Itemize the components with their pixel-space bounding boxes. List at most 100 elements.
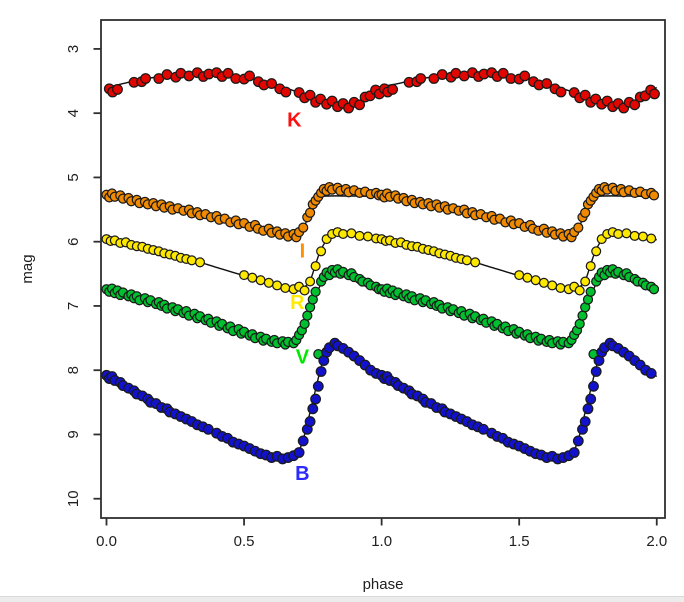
y-axis-tick-label: 7 [65, 302, 82, 310]
series-K-point [649, 88, 660, 100]
series-V-point [310, 286, 321, 297]
series-V-point [299, 318, 310, 330]
band-label-R: R [290, 292, 305, 314]
series-R-point [522, 272, 533, 283]
y-axis-tick-label: 10 [65, 490, 82, 507]
series-K-point [304, 89, 316, 101]
series-K-point [497, 67, 509, 79]
series-R-point [555, 282, 566, 294]
y-axis-tick-label: 4 [65, 109, 82, 117]
series-I-point [648, 190, 660, 201]
series-V-point [577, 310, 588, 321]
band-label-B: B [295, 463, 309, 485]
series-K-point [579, 89, 591, 101]
series-V-point [302, 310, 313, 321]
series-R-point [255, 275, 266, 286]
series-K-point [222, 67, 234, 79]
bottom-window-edge [0, 596, 684, 602]
series-K-point [266, 78, 278, 90]
series-R-point [530, 275, 541, 286]
series-R-point [538, 277, 549, 288]
series-K-point [519, 70, 531, 82]
series-B-point [315, 366, 327, 377]
series-V: V [101, 264, 660, 369]
series-R-point [272, 280, 283, 291]
series-R-point [346, 228, 357, 239]
axes-layer: 0.0 0.5 1.0 1.5 2.0 3 4 5 6 7 8 9 10 [65, 19, 667, 550]
y-axis-tick-label: 8 [65, 366, 82, 374]
x-axis-tick-label: 1.5 [509, 533, 530, 550]
series-R-point [574, 285, 585, 296]
series-K-point [244, 70, 256, 82]
series-R-point [629, 230, 640, 241]
x-axis-title: phase [363, 576, 404, 593]
series-R-point [338, 228, 349, 240]
series-R-point [310, 261, 321, 272]
x-axis-tick-label: 2.0 [646, 533, 667, 550]
series-K-point [280, 86, 292, 98]
x-axis-tick-label: 1.0 [371, 533, 392, 550]
series-R-point [362, 231, 373, 242]
series-B-point [588, 380, 599, 392]
y-axis-tick-label: 9 [65, 430, 82, 438]
series-R-point [280, 282, 291, 294]
series-R-point [186, 255, 197, 266]
x-axis-tick-label: 0.5 [234, 533, 255, 550]
series-B-point [590, 366, 602, 377]
series-R-point [591, 246, 602, 257]
series-B-point [307, 403, 319, 415]
band-label-V: V [296, 347, 310, 369]
series-layer: K I R V B [101, 67, 660, 485]
series-B-point [293, 447, 305, 458]
y-axis-title: mag [19, 254, 36, 283]
series-B: B [101, 337, 658, 485]
series-R-point [646, 233, 657, 244]
series-K-point [140, 73, 152, 84]
series-V-point [585, 286, 596, 297]
band-label-K: K [287, 110, 302, 132]
series-K: K [103, 67, 660, 132]
series-K-point [387, 83, 399, 95]
series-B-point [312, 380, 324, 392]
series-K-point [161, 69, 173, 81]
series-V-point [648, 284, 660, 295]
series-R-point [305, 276, 316, 287]
series-K-point [112, 83, 123, 95]
series-I-point [573, 222, 584, 233]
y-axis-tick-label: 5 [65, 173, 82, 181]
band-label-I: I [300, 241, 306, 263]
y-axis-tick-label: 3 [65, 45, 82, 53]
series-B-point [579, 416, 591, 428]
series-R-point [547, 280, 558, 291]
series-R-point [637, 231, 649, 242]
series-K-point [354, 99, 366, 111]
series-I-point [580, 207, 591, 218]
series-R-point [247, 272, 258, 283]
series-B-point [310, 393, 322, 405]
series-R-point [316, 246, 327, 257]
series-K-point [555, 86, 567, 98]
series-I-point [298, 222, 309, 233]
y-axis-tick-label: 6 [65, 238, 82, 246]
series-R-point [461, 255, 472, 266]
series-B-point [582, 403, 594, 415]
series-R-point [263, 277, 274, 288]
series-R-point [580, 276, 591, 287]
series-I: I [101, 181, 660, 263]
series-K-point [415, 73, 427, 84]
series-R-point [514, 270, 525, 281]
series-K-point [541, 78, 553, 90]
series-V-point [574, 318, 585, 330]
series-I-point [304, 207, 316, 218]
series-B-point [568, 447, 580, 458]
series-B-point [572, 435, 584, 447]
series-R-point [194, 257, 206, 268]
series-R-point [354, 230, 365, 241]
series-B-point [585, 393, 597, 405]
series-B-point [645, 367, 657, 379]
plot-box [100, 19, 666, 519]
series-R-point [470, 257, 481, 268]
series-R-point [299, 285, 310, 296]
